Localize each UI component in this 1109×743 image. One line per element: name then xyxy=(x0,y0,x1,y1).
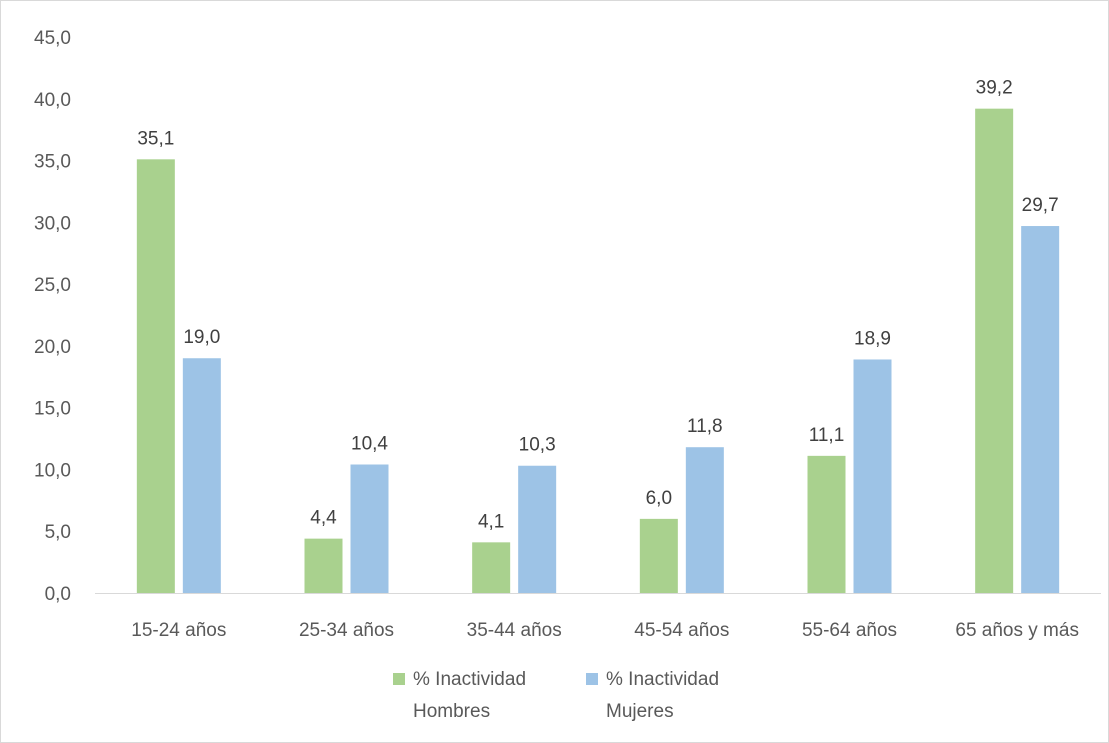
bar-value-label: 10,4 xyxy=(351,434,388,455)
bar-value-label: 29,7 xyxy=(1022,195,1059,216)
x-tick-label: 15-24 años xyxy=(131,620,226,641)
y-tick-label: 15,0 xyxy=(34,399,71,420)
y-tick-label: 0,0 xyxy=(45,584,71,605)
x-tick-label: 35-44 años xyxy=(467,620,562,641)
legend-label: Hombres xyxy=(413,701,490,722)
bar xyxy=(975,108,1014,593)
y-tick-label: 35,0 xyxy=(34,152,71,173)
bar-value-label: 10,3 xyxy=(519,435,556,456)
y-tick-label: 25,0 xyxy=(34,275,71,296)
legend-label: % Inactividad xyxy=(606,669,719,690)
legend-swatch xyxy=(393,673,405,685)
bar-value-label: 11,1 xyxy=(809,425,845,446)
bar-value-label: 6,0 xyxy=(646,488,672,509)
data-labels: 35,1 19,0 4,4 10,4 4,1 10,3 6,0 11,8 11,1 18,9 39,… xyxy=(137,78,1058,533)
bar-value-label: 18,9 xyxy=(854,328,891,349)
bar-value-label: 35,1 xyxy=(137,128,174,149)
y-tick-label: 45,0 xyxy=(34,28,71,49)
y-axis: 0,0 5,0 10,0 15,0 20,0 25,0 30,0 35,0 40,0 45,0 xyxy=(34,28,71,605)
legend: % Inactividad Hombres % Inactividad Mujeres xyxy=(393,669,719,722)
bar xyxy=(472,542,511,593)
bar xyxy=(639,518,678,593)
bar xyxy=(807,455,846,593)
x-axis: 15-24 años 25-34 años 35-44 años 45-54 años… xyxy=(131,620,1079,641)
bar-value-label: 11,8 xyxy=(687,416,723,437)
y-tick-label: 20,0 xyxy=(34,337,71,358)
x-tick-label: 55-64 años xyxy=(802,620,897,641)
bar-value-label: 4,1 xyxy=(478,511,504,532)
bar-value-label: 19,0 xyxy=(183,327,220,348)
legend-item: % Inactividad Mujeres xyxy=(586,669,719,722)
bar-value-label: 39,2 xyxy=(976,78,1013,99)
x-tick-label: 25-34 años xyxy=(299,620,394,641)
legend-item: % Inactividad Hombres xyxy=(393,669,526,722)
bar xyxy=(182,358,221,593)
y-tick-label: 10,0 xyxy=(34,460,71,481)
y-tick-label: 40,0 xyxy=(34,90,71,111)
legend-label: % Inactividad xyxy=(413,669,526,690)
bar xyxy=(685,447,724,593)
x-tick-label: 65 años y más xyxy=(955,620,1079,641)
bar xyxy=(518,465,557,593)
bar xyxy=(1021,226,1060,594)
y-tick-label: 5,0 xyxy=(45,522,71,543)
x-tick-label: 45-54 años xyxy=(634,620,729,641)
legend-swatch xyxy=(586,673,598,685)
bar xyxy=(136,159,175,593)
y-tick-label: 30,0 xyxy=(34,213,71,234)
bar xyxy=(350,464,389,593)
bar xyxy=(304,538,343,593)
bar-value-label: 4,4 xyxy=(310,508,337,529)
legend-label: Mujeres xyxy=(606,701,674,722)
bar xyxy=(853,359,892,593)
bars xyxy=(136,108,1060,594)
